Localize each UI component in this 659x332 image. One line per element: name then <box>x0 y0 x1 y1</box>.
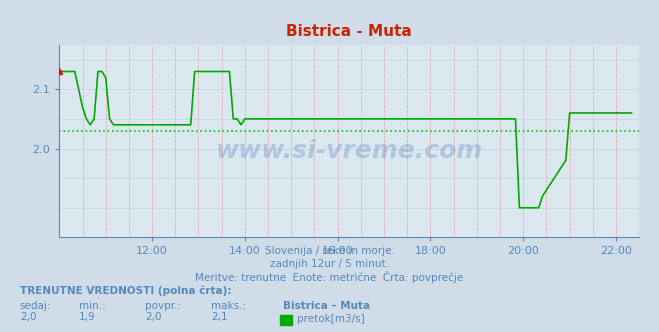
Text: povpr.:: povpr.: <box>145 301 181 311</box>
Text: Meritve: trenutne  Enote: metrične  Črta: povprečje: Meritve: trenutne Enote: metrične Črta: … <box>195 271 464 283</box>
Text: Bistrica – Muta: Bistrica – Muta <box>283 301 370 311</box>
Text: maks.:: maks.: <box>211 301 246 311</box>
Text: sedaj:: sedaj: <box>20 301 51 311</box>
Text: min.:: min.: <box>79 301 106 311</box>
Text: 1,9: 1,9 <box>79 312 96 322</box>
Text: Slovenija / reke in morje.: Slovenija / reke in morje. <box>264 246 395 256</box>
Text: 2,1: 2,1 <box>211 312 227 322</box>
Text: www.si-vreme.com: www.si-vreme.com <box>215 139 483 163</box>
Text: zadnjih 12ur / 5 minut.: zadnjih 12ur / 5 minut. <box>270 259 389 269</box>
Text: 2,0: 2,0 <box>20 312 36 322</box>
Text: pretok[m3/s]: pretok[m3/s] <box>297 314 364 324</box>
Text: 2,0: 2,0 <box>145 312 161 322</box>
Title: Bistrica - Muta: Bistrica - Muta <box>287 25 412 40</box>
Text: TRENUTNE VREDNOSTI (polna črta):: TRENUTNE VREDNOSTI (polna črta): <box>20 285 231 296</box>
